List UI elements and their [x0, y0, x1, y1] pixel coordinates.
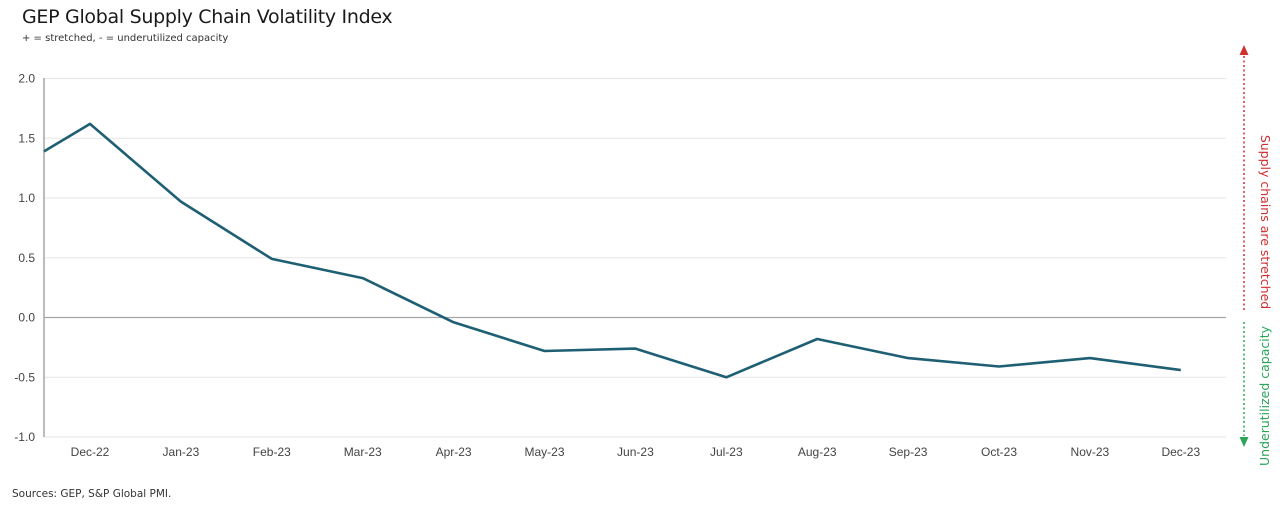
- x-tick-label: Apr-23: [436, 445, 472, 459]
- chart-title: GEP Global Supply Chain Volatility Index: [22, 6, 393, 28]
- x-tick-label: May-23: [524, 445, 564, 459]
- x-tick-label: Aug-23: [798, 445, 837, 459]
- y-axis-ticks: 2.0 1.5 1.0 0.5 0.0 -0.5 -1.0: [14, 72, 35, 445]
- stretched-label: Supply chains are stretched: [1258, 135, 1273, 309]
- x-axis-ticks: Dec-22 Jan-23 Feb-23 Mar-23 Apr-23 May-23 Jun-…: [71, 445, 1201, 459]
- y-tick-label: 1.5: [18, 131, 35, 145]
- stretched-annotation: Supply chains are stretched: [1239, 45, 1273, 312]
- underutilized-label: Underutilized capacity: [1257, 325, 1272, 466]
- y-tick-label: 2.0: [18, 72, 35, 86]
- x-tick-label: Oct-23: [981, 445, 1017, 459]
- y-tick-label: -1.0: [14, 430, 35, 444]
- y-tick-label: 0.5: [18, 251, 35, 265]
- y-tick-label: -0.5: [14, 370, 35, 384]
- y-tick-label: 1.0: [18, 191, 35, 205]
- down-arrow-icon: [1239, 437, 1249, 447]
- x-tick-label: Mar-23: [344, 445, 382, 459]
- y-tick-label: 0.0: [18, 311, 35, 325]
- underutilized-annotation: Underutilized capacity: [1239, 322, 1272, 466]
- gridlines: [44, 78, 1226, 438]
- x-tick-label: Feb-23: [253, 445, 291, 459]
- source-note: Sources: GEP, S&P Global PMI.: [12, 488, 172, 500]
- x-tick-label: Jul-23: [710, 445, 743, 459]
- up-arrow-icon: [1239, 45, 1249, 55]
- x-tick-label: Jun-23: [617, 445, 654, 459]
- chart-subtitle: + = stretched, - = underutilized capacit…: [22, 33, 229, 44]
- x-tick-label: Dec-23: [1161, 445, 1200, 459]
- x-tick-label: Nov-23: [1071, 445, 1110, 459]
- x-tick-label: Dec-22: [71, 445, 110, 459]
- x-tick-label: Sep-23: [889, 445, 928, 459]
- x-tick-label: Jan-23: [163, 445, 200, 459]
- series-line: [43, 122, 1181, 379]
